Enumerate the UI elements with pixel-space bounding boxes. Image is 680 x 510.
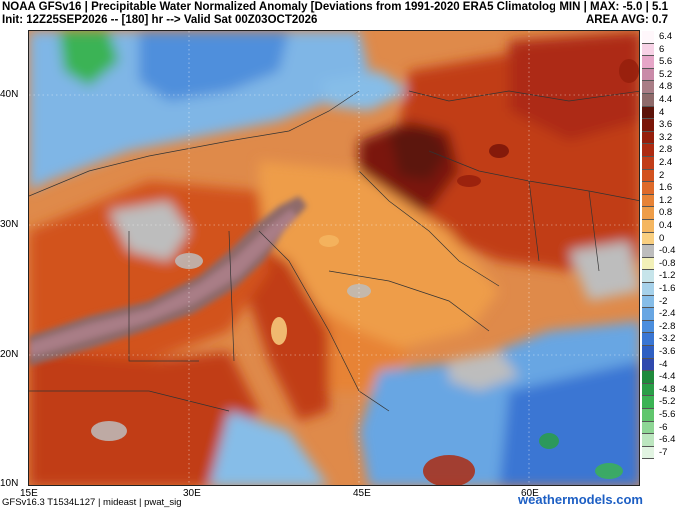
colorbar-tick-label: -2: [659, 295, 668, 307]
colorbar-tick-label: 6.4: [659, 31, 673, 42]
colorbar-swatch: [642, 446, 654, 460]
colorbar-swatch: [642, 270, 654, 283]
colorbar-swatch: [642, 119, 654, 132]
colorbar-tick-label: -5.6: [659, 409, 676, 420]
colorbar-swatch: [642, 94, 654, 107]
colorbar-tick-label: 2: [659, 169, 665, 181]
colorbar-tick-label: 5.6: [659, 56, 673, 68]
colorbar-tick-label: 5.2: [659, 68, 673, 80]
lon-label-30e: 30E: [183, 488, 201, 499]
colorbar-tick-label: -6.4: [659, 434, 676, 446]
colorbar-tick-label: -3.6: [659, 346, 676, 357]
anomaly-map[interactable]: [28, 30, 640, 486]
colorbar-swatch: [642, 245, 654, 258]
colorbar-tick-label: 0.8: [659, 207, 673, 219]
colorbar-swatch: [642, 182, 654, 195]
colorbar-swatch: [642, 308, 654, 321]
colorbar-tick-label: -4.8: [659, 383, 676, 395]
field-high-band: [29, 196, 307, 366]
colorbar-tick-label: 2.4: [659, 157, 673, 168]
colorbar-tick-label: -0.4: [659, 245, 676, 257]
colorbar-tick-label: -4.4: [659, 371, 676, 383]
colorbar-swatch: [642, 409, 654, 422]
colorbar-swatch: [642, 320, 654, 334]
lat-label-20n: 20N: [0, 349, 19, 360]
min-max-readout: MIN | MAX: -5.0 | 5.1: [555, 1, 668, 13]
colorbar-swatch: [642, 434, 654, 447]
lat-label-30n: 30N: [0, 219, 19, 230]
colorbar-swatch: [642, 144, 654, 157]
lon-label-45e: 45E: [353, 488, 371, 499]
field-smooth-layer: [29, 31, 639, 485]
area-average-readout: AREA AVG: 0.7: [585, 14, 668, 26]
watermark-link[interactable]: weathermodels.com: [518, 492, 643, 507]
colorbar-swatch: [642, 257, 654, 271]
colorbar-tick-label: 4.4: [659, 94, 673, 105]
colorbar-tick-label: -1.2: [659, 270, 676, 282]
colorbar-tick-label: 2.8: [659, 144, 673, 156]
colorbar-tick-label: 4: [659, 106, 665, 118]
colorbar-tick-label: -1.6: [659, 283, 676, 294]
colorbar-tick-label: 1.2: [659, 194, 673, 206]
colorbar-swatch: [642, 31, 654, 44]
colorbar-swatch: [642, 43, 654, 57]
colorbar-swatch: [642, 346, 654, 359]
colorbar-swatch: [642, 220, 654, 233]
colorbar-swatch: [642, 56, 654, 69]
colorbar-swatch: [642, 383, 654, 397]
graticule: [29, 31, 639, 485]
lon-label-15e: 15E: [20, 488, 38, 499]
lat-label-40n: 40N: [0, 89, 19, 100]
colorbar-swatch: [642, 396, 654, 409]
colorbar-swatch: [642, 106, 654, 120]
colorbar-tick-label: 3.2: [659, 131, 673, 143]
colorbar-swatch: [642, 131, 654, 145]
colorbar-swatch: [642, 68, 654, 82]
colorbar-swatch: [642, 157, 654, 170]
map-title: NOAA GFSv16 | Precipitable Water Normali…: [2, 1, 567, 13]
colorbar-tick-label: 3.6: [659, 119, 673, 131]
colorbar-tick-label: 0.4: [659, 220, 673, 231]
colorbar-tick-label: -2.4: [659, 308, 676, 320]
colorbar-swatch: [642, 283, 654, 296]
colorbar-swatch: [642, 371, 654, 384]
colorbar-swatch: [642, 169, 654, 183]
colorbar-swatch: [642, 81, 654, 94]
colorbar-tick-label: 4.8: [659, 81, 673, 93]
lat-label-10n: 10N: [0, 478, 19, 489]
colorbar-swatch: [642, 421, 654, 435]
colorbar-swatch: [642, 295, 654, 309]
colorbar-swatch: [642, 194, 654, 208]
colorbar-tick-label: -2.8: [659, 320, 676, 332]
colorbar-swatch: [642, 232, 654, 246]
colorbar-tick-label: -5.2: [659, 396, 676, 408]
colorbar-tick-label: -4: [659, 358, 668, 370]
anomaly-field: [29, 31, 639, 485]
colorbar-tick-label: 6: [659, 43, 665, 55]
colorbar-tick-label: -7: [659, 446, 668, 458]
colorbar-tick-label: 1.6: [659, 182, 673, 194]
init-valid-time: Init: 12Z25SEP2026 -- [180] hr --> Valid…: [2, 14, 318, 26]
lon-label-60e: 60E: [521, 488, 539, 499]
colorbar-swatch: [642, 358, 654, 372]
colorbar-tick-label: 0: [659, 232, 665, 244]
field-speckle: [91, 59, 639, 485]
model-info: GFSv16.3 T1534L127 | mideast | pwat_sig: [2, 497, 182, 508]
borders: [29, 90, 639, 412]
colorbar-swatch: [642, 207, 654, 220]
colorbar-swatch: [642, 333, 654, 346]
colorbar-tick-label: -0.8: [659, 257, 676, 269]
colorbar-tick-label: -6: [659, 421, 668, 433]
colorbar-tick-label: -3.2: [659, 333, 676, 345]
